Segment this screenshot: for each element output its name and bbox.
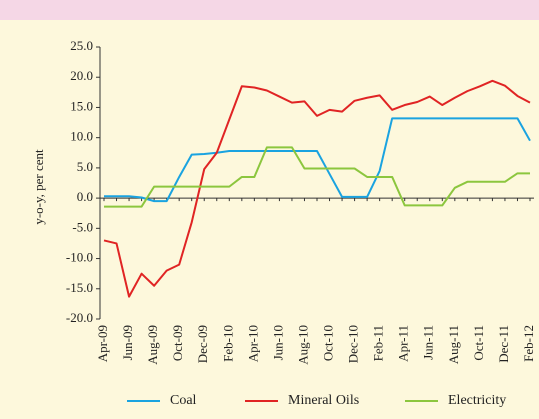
y-tick-label: 15.0: [70, 98, 93, 113]
x-tick-label: Dec-11: [496, 325, 511, 363]
x-tick-label: Aug-09: [145, 325, 160, 365]
series-line: [104, 146, 530, 208]
x-tick-label: Feb-11: [371, 325, 386, 361]
y-tick-label: -15.0: [66, 280, 93, 295]
x-tick-label: Apr-11: [396, 325, 411, 362]
y-axis-label: y-o-y, per cent: [31, 149, 46, 225]
series-line: [103, 79, 531, 298]
y-tick-label: 20.0: [70, 68, 93, 83]
x-tick-label: Oct-10: [321, 325, 336, 361]
y-tick-label: 10.0: [70, 129, 93, 144]
x-tick-label: Feb-12: [521, 325, 536, 362]
x-tick-label: Oct-11: [471, 325, 486, 361]
x-tick-label: Dec-10: [346, 325, 361, 363]
legend-label: Electricity: [448, 393, 506, 408]
y-tick-label: -10.0: [66, 250, 93, 265]
x-tick-label: Jun-09: [120, 325, 135, 360]
x-tick-label: Jun-11: [421, 325, 436, 360]
series-line: [104, 117, 531, 203]
x-tick-label: Aug-11: [446, 325, 461, 364]
x-tick-label: Oct-09: [170, 325, 185, 361]
x-tick-label: Apr-09: [95, 325, 110, 362]
x-tick-label: Apr-10: [245, 325, 260, 362]
x-tick-label: Feb-10: [220, 325, 235, 362]
legend-label: Coal: [170, 393, 197, 408]
y-tick-label: -20.0: [66, 310, 93, 325]
x-tick-label: Jun-10: [270, 325, 285, 360]
x-tick-label: Dec-09: [195, 325, 210, 363]
y-tick-label: 5.0: [77, 159, 93, 174]
y-tick-label: 25.0: [70, 38, 93, 53]
y-tick-label: 0.0: [77, 189, 93, 204]
y-tick-label: -5.0: [72, 219, 93, 234]
legend-label: Mineral Oils: [288, 393, 359, 408]
header-band: [0, 0, 539, 20]
x-tick-label: Aug-10: [295, 325, 310, 365]
